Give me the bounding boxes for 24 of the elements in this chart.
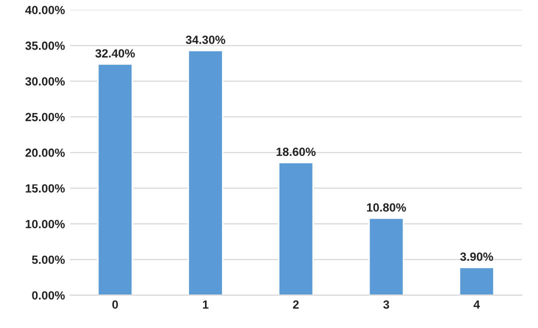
- data-label: 3.90%: [460, 252, 494, 261]
- bar: [188, 50, 224, 296]
- bar: [97, 63, 133, 296]
- y-tick-label: 10.00%: [26, 220, 65, 228]
- y-tick-label: 20.00%: [25, 148, 65, 157]
- data-label: 32.40%: [95, 49, 135, 58]
- x-tick-label: 3: [383, 300, 390, 309]
- x-tick-label: 4: [474, 300, 480, 309]
- bar: [368, 217, 404, 296]
- x-tick-label: 1: [202, 300, 208, 309]
- bar: [458, 266, 495, 296]
- x-tick-label: 0: [112, 300, 118, 309]
- y-tick-label: 30.00%: [25, 77, 65, 86]
- y-tick-label: 35.00%: [25, 42, 65, 50]
- y-tick-label: 15.00%: [26, 184, 65, 193]
- data-label: 18.60%: [276, 148, 316, 156]
- y-tick-label: 5.00%: [32, 256, 65, 264]
- data-label: 34.30%: [186, 36, 226, 44]
- bar: [278, 162, 314, 296]
- x-tick-label: 2: [293, 300, 299, 309]
- y-tick-label: 0.00%: [32, 291, 65, 300]
- y-tick-label: 25.00%: [25, 112, 65, 122]
- data-label: 10.80%: [367, 203, 406, 212]
- y-tick-label: 40.00%: [25, 6, 65, 14]
